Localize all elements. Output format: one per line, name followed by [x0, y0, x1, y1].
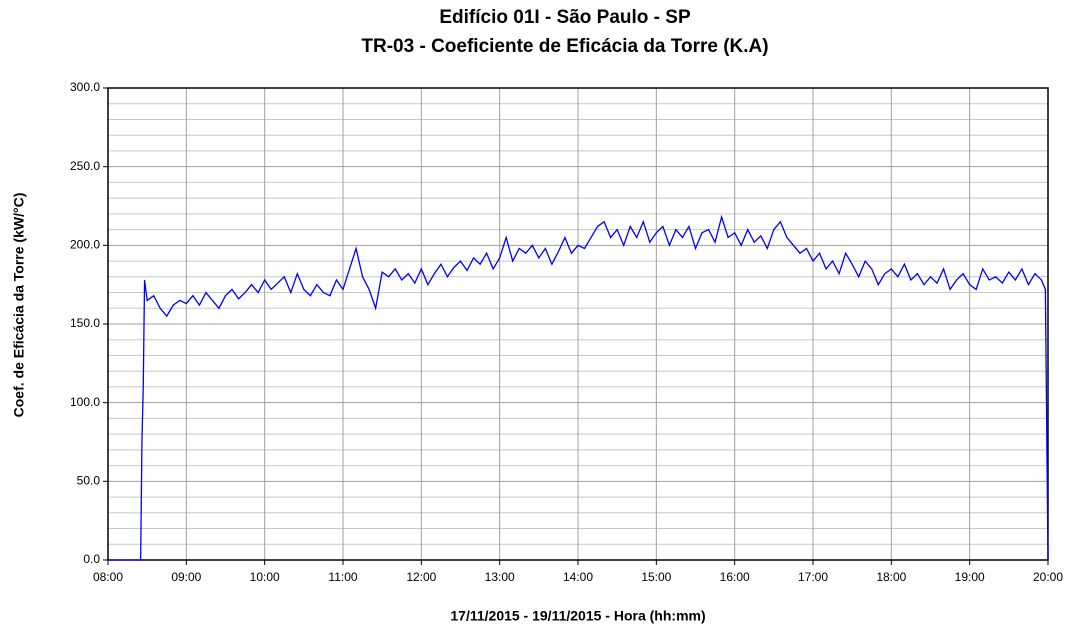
x-tick-label: 17:00 — [798, 570, 828, 584]
y-tick-label: 300.0 — [70, 80, 100, 94]
chart-subtitle: TR-03 - Coeficiente de Eficácia da Torre… — [361, 36, 768, 57]
y-tick-label: 50.0 — [77, 474, 101, 488]
y-axis-title: Coef. de Eficácia da Torre (kW/°C) — [11, 193, 27, 418]
x-tick-label: 15:00 — [641, 570, 671, 584]
x-axis-title: 17/11/2015 - 19/11/2015 - Hora (hh:mm) — [450, 608, 705, 624]
x-tick-label: 19:00 — [955, 570, 985, 584]
x-tick-label: 09:00 — [171, 570, 201, 584]
x-tick-label: 13:00 — [485, 570, 515, 584]
x-tick-label: 12:00 — [406, 570, 436, 584]
y-tick-label: 150.0 — [70, 316, 100, 330]
chart-title: Edifício 01I - São Paulo - SP — [439, 7, 691, 28]
data-line — [108, 214, 1049, 561]
y-tick-label: 100.0 — [70, 395, 100, 409]
x-tick-label: 11:00 — [328, 570, 357, 584]
y-tick-label: 250.0 — [70, 159, 100, 173]
plot-frame — [107, 87, 1049, 561]
x-tick-label: 16:00 — [720, 570, 750, 584]
x-tick-label: 20:00 — [1033, 570, 1063, 584]
x-tick-label: 10:00 — [250, 570, 280, 584]
x-tick-label: 18:00 — [876, 570, 906, 584]
x-tick-label: 14:00 — [563, 570, 593, 584]
y-tick-label: 200.0 — [70, 238, 100, 252]
x-tick-label: 08:00 — [93, 570, 123, 584]
y-tick-label: 0.0 — [83, 552, 100, 566]
